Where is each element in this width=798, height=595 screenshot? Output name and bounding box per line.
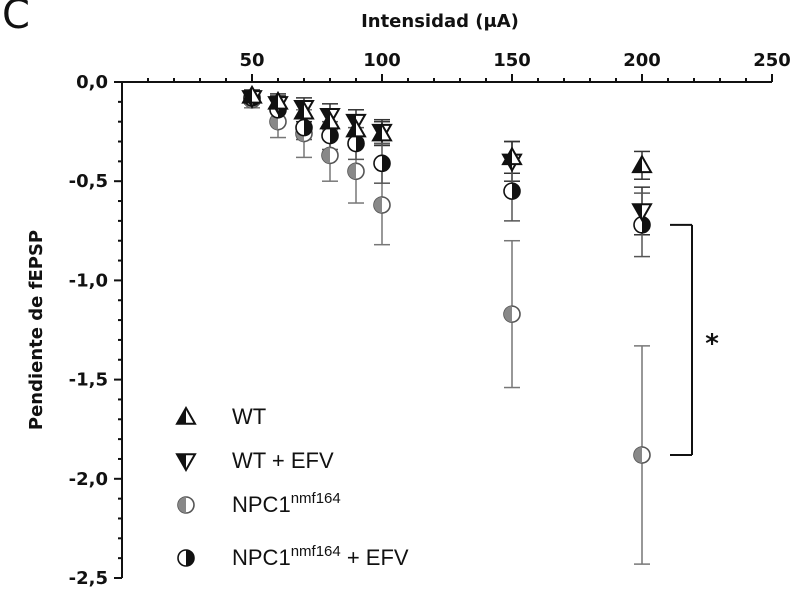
y-tick-label: -2,5 [69, 568, 108, 589]
y-tick-label: -2,0 [69, 469, 108, 490]
significance-label: * [705, 329, 719, 359]
data-point [371, 122, 393, 142]
y-tick-label: -1,0 [69, 270, 108, 291]
data-point [347, 134, 365, 153]
legend-marker [177, 496, 195, 514]
data-point [321, 146, 339, 165]
x-tick-label: 150 [493, 50, 531, 71]
legend-marker [175, 405, 197, 425]
axes: 50 100 150 200 250 0,0 -0,5 -1,0 -1,5 -2,0 -2,5 Int… [26, 11, 791, 589]
x-tick-label: 100 [363, 50, 401, 71]
data-point [321, 126, 339, 145]
data-point [345, 118, 367, 138]
legend-label: WT + EFV [232, 448, 334, 473]
legend: WT WT + EFV NPC1nmf164 NPC1nmf164 + EFV [175, 404, 409, 570]
legend-entry: WT + EFV [175, 448, 334, 473]
panel-letter: C [2, 0, 30, 38]
y-tick-label: 0,0 [76, 72, 108, 93]
data-point [503, 305, 521, 323]
data-point [319, 110, 341, 130]
annotations: * [670, 223, 719, 456]
x-tick-label: 250 [753, 50, 791, 71]
data-point [373, 196, 391, 214]
legend-marker [175, 453, 197, 473]
data-point [241, 84, 263, 104]
data-point [631, 154, 653, 174]
y-axis-title: Pendiente de fEPSP [26, 230, 47, 430]
legend-entry: WT [175, 404, 266, 429]
data-point [295, 118, 313, 137]
legend-entry: NPC1nmf164 + EFV [177, 543, 409, 570]
data-point [501, 146, 523, 166]
x-tick-label: 50 [239, 50, 264, 71]
y-tick-label: -1,5 [69, 370, 108, 391]
data-point [633, 446, 651, 464]
x-tick-label: 200 [623, 50, 661, 71]
legend-label: NPC1nmf164 + EFV [232, 543, 409, 570]
data-point [347, 162, 365, 181]
legend-entry: NPC1nmf164 [177, 490, 341, 517]
data-point [293, 100, 315, 120]
legend-label: WT [232, 404, 266, 429]
data-point [631, 203, 653, 222]
data-markers [241, 84, 653, 464]
legend-label: NPC1nmf164 [232, 490, 341, 517]
legend-marker [177, 549, 195, 567]
data-point [373, 154, 391, 173]
y-tick-label: -0,5 [69, 171, 108, 192]
data-point [503, 182, 521, 200]
x-axis-title: Intensidad (μA) [361, 11, 519, 32]
data-point [267, 90, 289, 110]
